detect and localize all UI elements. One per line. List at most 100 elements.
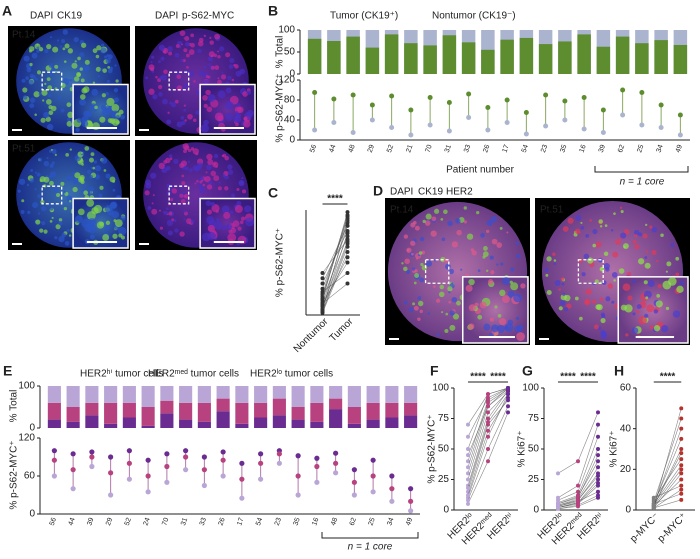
cell-signal <box>51 161 55 165</box>
cell-signal <box>181 181 186 186</box>
sample-label: Pt.51 <box>540 205 564 216</box>
y-axis-label: % Total <box>9 390 20 423</box>
cell-signal <box>169 101 173 105</box>
bar-segment <box>347 407 361 424</box>
cell-signal <box>169 157 173 161</box>
dot <box>581 126 587 132</box>
x-tick-label: 31 <box>444 144 453 154</box>
bar-segment <box>310 386 324 403</box>
cell-signal <box>637 258 645 265</box>
sig-label: **** <box>660 372 676 383</box>
bar-segment <box>385 402 399 418</box>
cell-signal <box>105 173 111 179</box>
inset-signal <box>94 105 98 110</box>
cell-signal <box>217 55 221 59</box>
cell-signal <box>496 263 499 266</box>
cell-signal <box>418 251 423 255</box>
cell-signal <box>566 303 572 309</box>
dot <box>466 91 472 97</box>
cell-signal <box>159 226 164 230</box>
roi-box <box>41 71 63 91</box>
dot <box>70 451 76 457</box>
dot <box>350 130 356 135</box>
dot <box>543 123 549 129</box>
bar-segment <box>329 409 343 428</box>
cell-signal <box>234 64 239 69</box>
cell-signal <box>160 74 167 81</box>
dot <box>658 102 664 108</box>
dot <box>164 451 170 457</box>
cell-signal <box>665 270 668 273</box>
cell-signal <box>208 63 212 67</box>
cell-signal <box>611 300 615 304</box>
legend-entry: HER2ᵐᵉᵈ tumor cells <box>148 369 239 380</box>
dot <box>523 110 529 115</box>
inset-signal <box>77 208 85 216</box>
inset-signal <box>510 282 519 291</box>
inset-signal <box>105 92 109 96</box>
cell-signal <box>417 317 421 321</box>
dot <box>201 482 207 489</box>
cell-signal <box>564 307 569 312</box>
cell-signal <box>71 62 78 69</box>
inset-signal <box>237 106 244 114</box>
dot <box>679 447 684 451</box>
cell-signal <box>68 234 72 237</box>
cell-signal <box>89 174 94 179</box>
cell-signal <box>48 63 54 68</box>
bar-segment <box>254 402 268 418</box>
y-tick-label: 25 <box>438 474 450 485</box>
dot <box>596 489 600 494</box>
cell-signal <box>560 277 565 281</box>
inset-signal <box>101 93 107 98</box>
inset-signal <box>112 233 118 239</box>
inset-signal <box>86 199 95 207</box>
dot <box>108 492 114 498</box>
bar-segment <box>179 386 193 403</box>
dot <box>679 483 684 488</box>
dot <box>51 448 57 454</box>
bar-segment <box>85 402 99 416</box>
bar-segment <box>291 419 305 428</box>
dot <box>369 102 375 108</box>
inset-signal <box>672 310 681 318</box>
pair-line <box>487 397 509 431</box>
dot <box>556 495 560 500</box>
cell-signal <box>416 257 419 260</box>
cell-signal <box>575 214 582 221</box>
cell-signal <box>612 251 619 258</box>
dot <box>220 449 226 455</box>
cell-signal <box>168 211 173 216</box>
cell-signal <box>638 232 643 237</box>
pair-line <box>487 390 509 407</box>
cell-signal <box>238 180 245 186</box>
bar <box>423 45 437 74</box>
pair-line <box>577 475 599 501</box>
cell-signal <box>485 269 489 273</box>
dot <box>295 473 301 479</box>
dot <box>126 460 132 466</box>
bar <box>635 43 649 74</box>
stain-label: CK19 <box>57 11 82 22</box>
pair-line <box>322 246 348 312</box>
cell-signal <box>215 165 218 168</box>
cell-signal <box>206 184 213 190</box>
cell-signal <box>443 209 448 215</box>
cell-signal <box>21 78 26 83</box>
cell-signal <box>46 157 49 160</box>
cell-signal <box>72 186 78 193</box>
x-tick-label: 49 <box>405 517 414 527</box>
cell-signal <box>17 189 21 193</box>
dot <box>466 459 470 464</box>
cell-signal <box>183 104 187 107</box>
dot <box>576 459 580 464</box>
dot <box>677 132 683 138</box>
cell-signal <box>163 160 167 164</box>
dot <box>679 471 684 476</box>
inset-signal <box>244 205 252 213</box>
cell-signal <box>486 219 493 226</box>
cell-signal <box>443 258 449 263</box>
pair-line <box>557 485 579 499</box>
cell-signal <box>28 79 34 85</box>
pair-line <box>322 225 348 279</box>
